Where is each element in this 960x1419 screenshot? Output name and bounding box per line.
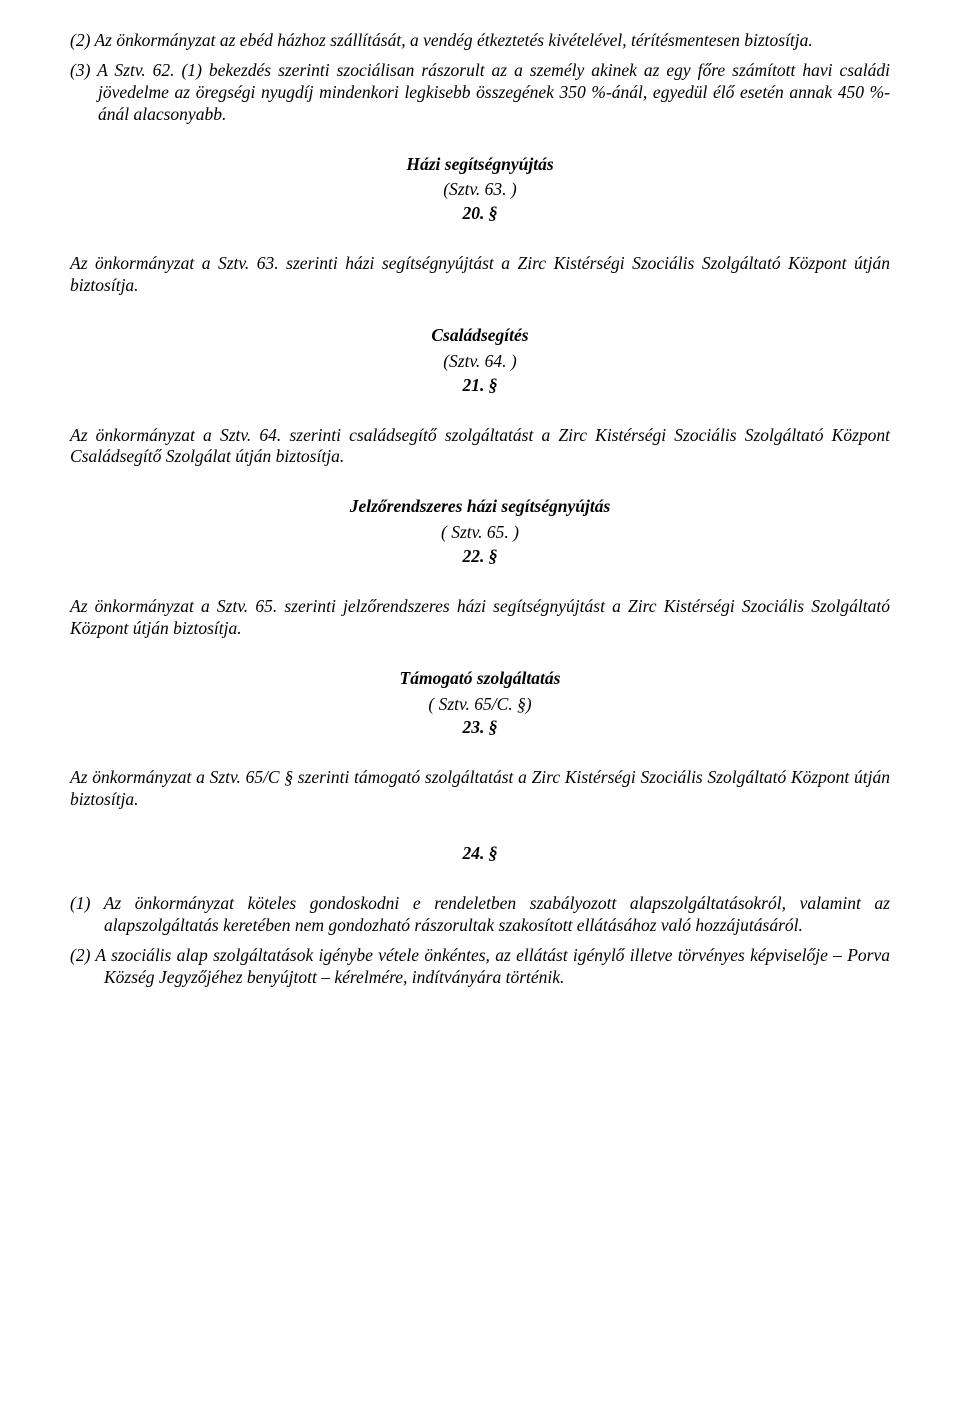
paragraph: Az önkormányzat a Sztv. 63. szerinti ház…: [70, 253, 890, 297]
paragraph: (2) A szociális alap szolgáltatások igén…: [70, 945, 890, 989]
paragraph: Az önkormányzat a Sztv. 64. szerinti csa…: [70, 425, 890, 469]
section-number: 20. §: [70, 203, 890, 225]
section-number: 22. §: [70, 546, 890, 568]
section-reference: ( Sztv. 65/C. §): [70, 694, 890, 716]
section-number: 23. §: [70, 717, 890, 739]
paragraph: Az önkormányzat a Sztv. 65/C § szerinti …: [70, 767, 890, 811]
paragraph: (3) A Sztv. 62. (1) bekezdés szerinti sz…: [70, 60, 890, 126]
paragraph: (1) Az önkormányzat köteles gondoskodni …: [70, 893, 890, 937]
paragraph: (2) Az önkormányzat az ebéd házhoz száll…: [70, 30, 890, 52]
section-number: 21. §: [70, 375, 890, 397]
section-reference: ( Sztv. 65. ): [70, 522, 890, 544]
section-title: Jelzőrendszeres házi segítségnyújtás: [70, 496, 890, 518]
section-reference: (Sztv. 64. ): [70, 351, 890, 373]
paragraph: Az önkormányzat a Sztv. 65. szerinti jel…: [70, 596, 890, 640]
section-reference: (Sztv. 63. ): [70, 179, 890, 201]
section-number: 24. §: [70, 843, 890, 865]
section-title: Házi segítségnyújtás: [70, 154, 890, 176]
document-page: (2) Az önkormányzat az ebéd házhoz száll…: [0, 0, 960, 1046]
section-title: Családsegítés: [70, 325, 890, 347]
section-title: Támogató szolgáltatás: [70, 668, 890, 690]
